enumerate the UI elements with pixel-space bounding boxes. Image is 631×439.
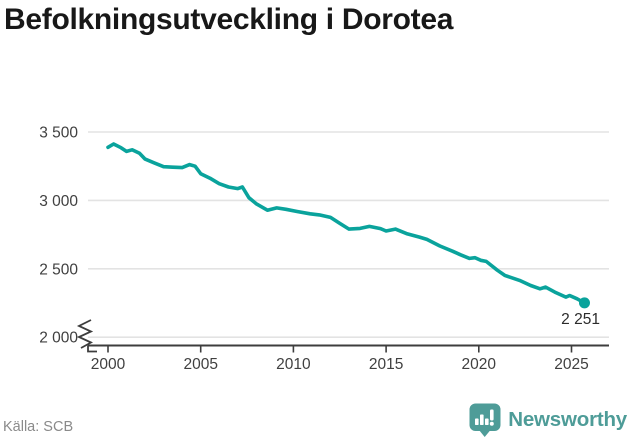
x-axis-label: 2005 bbox=[183, 356, 217, 373]
y-axis-label: 3 000 bbox=[39, 193, 78, 210]
chart-title: Befolkningsutveckling i Dorotea bbox=[4, 3, 454, 36]
x-axis-label: 2010 bbox=[276, 356, 311, 373]
x-axis-label: 2000 bbox=[91, 356, 126, 373]
population-series-line bbox=[106, 142, 587, 305]
newsworthy-logo: Newsworthy bbox=[469, 403, 627, 437]
gridlines bbox=[88, 131, 609, 339]
x-axis-ticks bbox=[107, 345, 573, 353]
brand-wordmark: Newsworthy bbox=[508, 408, 627, 431]
y-axis-labels: 3 500 3 000 2 500 2 000 bbox=[39, 125, 78, 347]
y-axis-label: 2 500 bbox=[39, 261, 78, 278]
y-axis-label: 2 000 bbox=[39, 330, 78, 347]
bar-chart-speech-bubble-icon bbox=[469, 403, 501, 437]
source-note: Källa: SCB bbox=[3, 419, 74, 435]
axis-break-icon bbox=[76, 319, 97, 353]
x-axis-labels: 2000 2005 2010 2015 2020 2025 bbox=[91, 356, 589, 373]
x-axis-label: 2015 bbox=[369, 356, 403, 373]
series-end-value-label: 2 251 bbox=[561, 311, 600, 328]
series-end-dot bbox=[578, 297, 590, 309]
x-axis-label: 2020 bbox=[462, 356, 497, 373]
y-axis-label: 3 500 bbox=[39, 125, 78, 142]
x-axis-label: 2025 bbox=[554, 356, 588, 373]
